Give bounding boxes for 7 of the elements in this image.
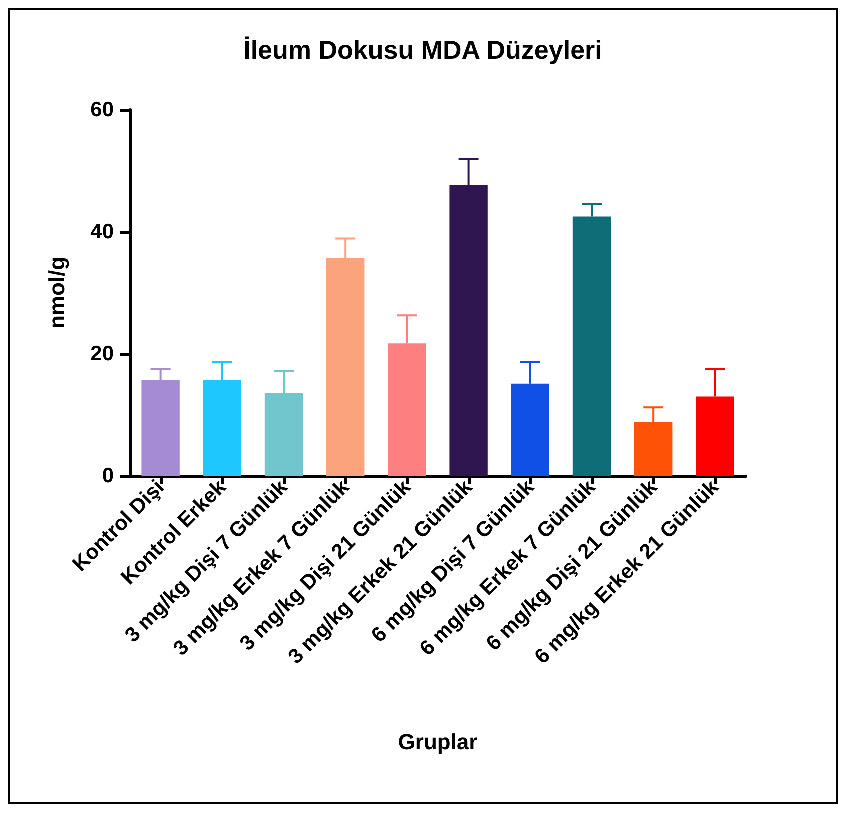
x-axis-title: Gruplar: [398, 730, 478, 754]
y-tick-label: 0: [102, 464, 114, 488]
chart-title: İleum Dokusu MDA Düzeyleri: [244, 35, 602, 65]
y-axis-title: nmol/g: [44, 256, 70, 330]
y-tick-label: 60: [90, 98, 114, 122]
y-tick-label: 20: [90, 342, 114, 366]
y-tick-label: 40: [90, 220, 114, 244]
